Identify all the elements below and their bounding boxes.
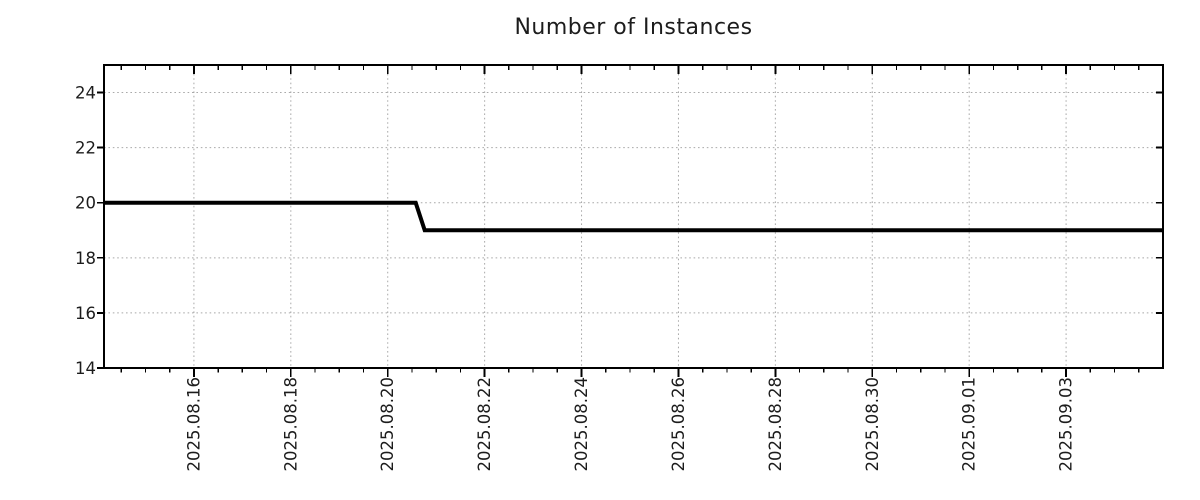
x-tick-label: 2025.08.20 xyxy=(378,377,397,471)
y-tick-label: 18 xyxy=(75,249,96,268)
chart-title: Number of Instances xyxy=(514,15,753,40)
x-tick-label: 2025.08.24 xyxy=(572,377,591,471)
y-tick-label: 20 xyxy=(75,194,96,213)
x-tick-label: 2025.09.03 xyxy=(1057,377,1076,471)
x-tick-label: 2025.08.28 xyxy=(766,377,785,471)
y-tick-label: 16 xyxy=(75,304,96,323)
x-tick-label: 2025.08.16 xyxy=(184,377,203,471)
x-tick-label: 2025.08.26 xyxy=(669,377,688,471)
x-tick-label: 2025.09.01 xyxy=(960,377,979,471)
x-tick-label: 2025.08.22 xyxy=(475,377,494,471)
plot-border xyxy=(103,64,1164,369)
x-tick-label: 2025.08.18 xyxy=(281,377,300,471)
y-tick-label: 24 xyxy=(75,84,96,103)
y-tick-label: 22 xyxy=(75,139,96,158)
y-tick-label: 14 xyxy=(75,359,96,378)
grid-lines xyxy=(104,65,1163,368)
series-line-instances xyxy=(104,200,1163,233)
x-tick-label: 2025.08.30 xyxy=(863,377,882,471)
axis-ticks xyxy=(97,65,1163,377)
